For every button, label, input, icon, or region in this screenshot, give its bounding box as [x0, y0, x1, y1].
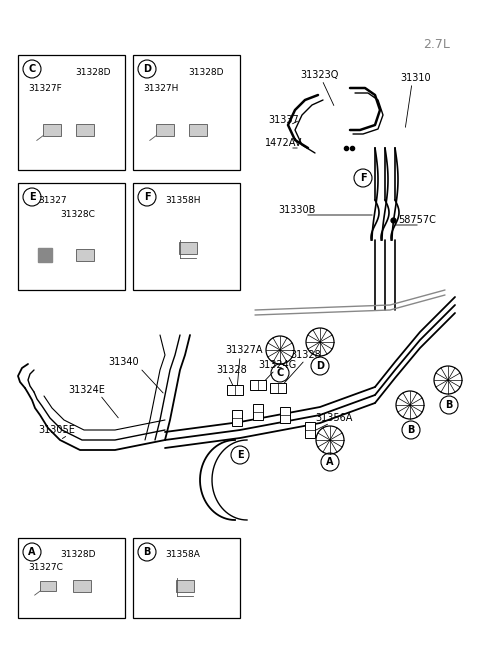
Text: 31358A: 31358A	[165, 550, 200, 559]
Bar	[250, 380, 266, 390]
Text: 31327F: 31327F	[28, 84, 62, 93]
Text: 31337: 31337	[268, 115, 299, 125]
Text: 31324G: 31324G	[258, 360, 296, 370]
Bar	[156, 124, 174, 136]
Text: E: E	[237, 450, 243, 460]
Text: 31328D: 31328D	[75, 68, 110, 77]
Text: 1472AV: 1472AV	[265, 138, 302, 148]
Text: 31310: 31310	[400, 73, 431, 83]
Circle shape	[434, 366, 462, 394]
Bar	[40, 581, 56, 591]
Bar	[189, 124, 207, 136]
Text: 31340: 31340	[108, 357, 139, 367]
Text: 31324E: 31324E	[68, 385, 105, 395]
Circle shape	[396, 391, 424, 419]
Text: D: D	[316, 361, 324, 371]
Bar	[227, 385, 243, 395]
Bar	[305, 422, 315, 438]
Bar	[43, 124, 61, 136]
Bar	[270, 383, 286, 393]
Text: F: F	[144, 192, 150, 202]
Text: 31328C: 31328C	[60, 210, 95, 219]
Text: 31323Q: 31323Q	[300, 70, 338, 80]
Text: 58757C: 58757C	[398, 215, 436, 225]
Bar	[176, 580, 194, 592]
Bar	[18, 538, 125, 618]
Text: F: F	[360, 173, 366, 183]
Circle shape	[306, 328, 334, 356]
Text: B: B	[408, 425, 415, 435]
Text: 31358H: 31358H	[165, 196, 201, 205]
Text: 31327A: 31327A	[225, 345, 263, 355]
Text: C: C	[276, 368, 284, 378]
Text: B: B	[144, 547, 151, 557]
Text: A: A	[28, 547, 36, 557]
Text: 31327: 31327	[38, 196, 67, 205]
Text: 2.7L: 2.7L	[423, 38, 450, 51]
Text: 31328D: 31328D	[60, 550, 96, 559]
Text: 31356A: 31356A	[315, 413, 352, 423]
Bar	[18, 55, 125, 170]
Bar	[73, 580, 91, 592]
Bar	[133, 538, 240, 618]
Text: 31327H: 31327H	[143, 84, 179, 93]
Bar	[179, 242, 197, 254]
Text: 31328: 31328	[290, 350, 321, 360]
Text: D: D	[143, 64, 151, 74]
Text: 31328D: 31328D	[188, 68, 224, 77]
Bar	[76, 124, 94, 136]
Text: C: C	[28, 64, 36, 74]
Circle shape	[316, 426, 344, 454]
Bar	[133, 55, 240, 170]
Text: B: B	[445, 400, 453, 410]
Bar	[280, 407, 290, 423]
Circle shape	[266, 336, 294, 364]
Bar	[133, 183, 240, 290]
Bar	[232, 410, 242, 426]
Bar	[76, 249, 94, 261]
Text: 31328: 31328	[216, 365, 247, 375]
Text: 31305E: 31305E	[38, 425, 75, 435]
Text: 31330B: 31330B	[278, 205, 315, 215]
Text: 31327C: 31327C	[28, 563, 63, 572]
Bar	[18, 183, 125, 290]
Text: A: A	[326, 457, 334, 467]
Bar	[253, 404, 263, 420]
Text: E: E	[29, 192, 36, 202]
